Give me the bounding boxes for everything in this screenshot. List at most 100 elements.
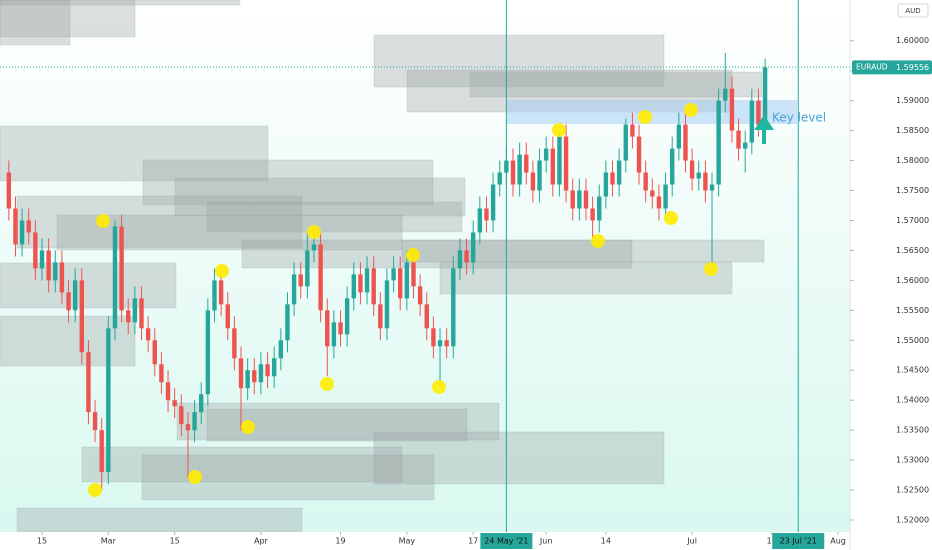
time-axis: [0, 532, 850, 550]
candle-body: [192, 412, 197, 431]
candle-body: [252, 370, 257, 383]
candle-body: [165, 382, 171, 401]
x-tick-label: 15: [170, 537, 180, 546]
candle-body: [112, 226, 118, 329]
zone: [0, 0, 136, 38]
candle-body: [570, 190, 575, 209]
symbol: EURAUD: [856, 62, 888, 71]
candle-body: [325, 310, 330, 347]
candle-body: [225, 304, 230, 329]
y-tick-label: 1.56000: [896, 276, 929, 285]
swing-dot: [638, 110, 652, 124]
candle-body: [46, 250, 51, 281]
candle-body: [510, 160, 516, 185]
zone: [469, 71, 763, 98]
candle-body: [431, 328, 436, 347]
candle-body: [484, 208, 489, 221]
candle-body: [504, 160, 509, 173]
swing-dot: [552, 123, 566, 137]
candle-body: [53, 262, 58, 281]
candle-body: [497, 172, 502, 185]
x-tick-label: 14: [601, 537, 611, 546]
swing-dot: [320, 377, 334, 391]
zone: [0, 262, 177, 309]
candle-body: [338, 322, 343, 335]
candle-body: [99, 430, 104, 473]
candle-body: [59, 262, 65, 293]
candle-body: [26, 220, 31, 233]
zone: [439, 261, 733, 295]
candle-body: [683, 124, 688, 161]
marker-label: 23 Jul '21: [780, 537, 817, 546]
swing-dot: [215, 264, 229, 278]
candle-body: [33, 232, 38, 269]
candle-body: [444, 340, 449, 347]
x-tick-label: Mar: [101, 537, 117, 546]
candle-body: [451, 268, 456, 347]
candle-body: [218, 280, 224, 305]
candle-body: [311, 244, 317, 251]
candle-body: [212, 280, 217, 311]
currency-box: [897, 3, 929, 18]
candle-body: [577, 190, 582, 209]
y-tick-label: 1.59000: [896, 96, 929, 105]
y-tick-label: 1.57500: [896, 186, 929, 195]
candle-body: [384, 280, 390, 329]
candle-body: [358, 274, 363, 293]
candle-body: [271, 358, 277, 377]
zone: [401, 239, 765, 263]
candle-body: [590, 208, 595, 221]
swing-dots: [88, 103, 718, 497]
candle-body: [265, 364, 270, 377]
candle-body: [185, 424, 191, 431]
candle-body: [464, 250, 469, 263]
candle-body: [477, 208, 483, 233]
x-tick-label: 15: [37, 537, 47, 546]
candle-body: [391, 268, 396, 281]
candle-body: [331, 322, 337, 347]
swing-dot: [664, 211, 678, 225]
y-tick-label: 1.53500: [896, 426, 929, 435]
candle-body: [364, 268, 370, 293]
candle-body: [238, 358, 244, 389]
candle-body: [205, 310, 211, 395]
candle-body: [19, 220, 25, 245]
candle-body: [537, 160, 542, 191]
zone: [206, 201, 463, 233]
candle-body: [132, 298, 138, 323]
candle-body: [378, 304, 383, 329]
candle-body: [179, 406, 184, 425]
swing-dot: [241, 420, 255, 434]
candle-body: [285, 304, 290, 341]
candle-body: [351, 274, 356, 299]
candle-body: [437, 340, 443, 347]
currency: AUD: [905, 7, 920, 15]
candle-body: [530, 172, 536, 191]
marker-label: 24 May '21: [484, 537, 528, 546]
swing-dot: [704, 262, 718, 276]
candle-body: [756, 100, 761, 125]
zone: [373, 34, 665, 88]
candle-body: [6, 172, 12, 209]
candle-body: [610, 172, 615, 185]
marker-tag: [480, 533, 533, 549]
candle-body: [13, 208, 18, 245]
candle-body: [126, 310, 131, 323]
candle-body: [470, 232, 476, 263]
candle-body: [86, 352, 91, 413]
candles: [6, 0, 799, 532]
candle-body: [696, 172, 701, 179]
swing-dot: [406, 248, 420, 262]
candle-body: [404, 262, 410, 299]
candle-body: [543, 148, 549, 161]
zone: [174, 177, 466, 217]
candle-body: [106, 328, 111, 473]
swing-dot: [591, 234, 605, 248]
candle-body: [716, 100, 721, 185]
candle-body: [650, 190, 655, 197]
x-tick-label: Jul: [686, 537, 697, 546]
candle-body: [616, 160, 622, 185]
candle-body: [762, 67, 768, 125]
candle-body: [172, 400, 177, 407]
candle-body: [670, 148, 675, 185]
